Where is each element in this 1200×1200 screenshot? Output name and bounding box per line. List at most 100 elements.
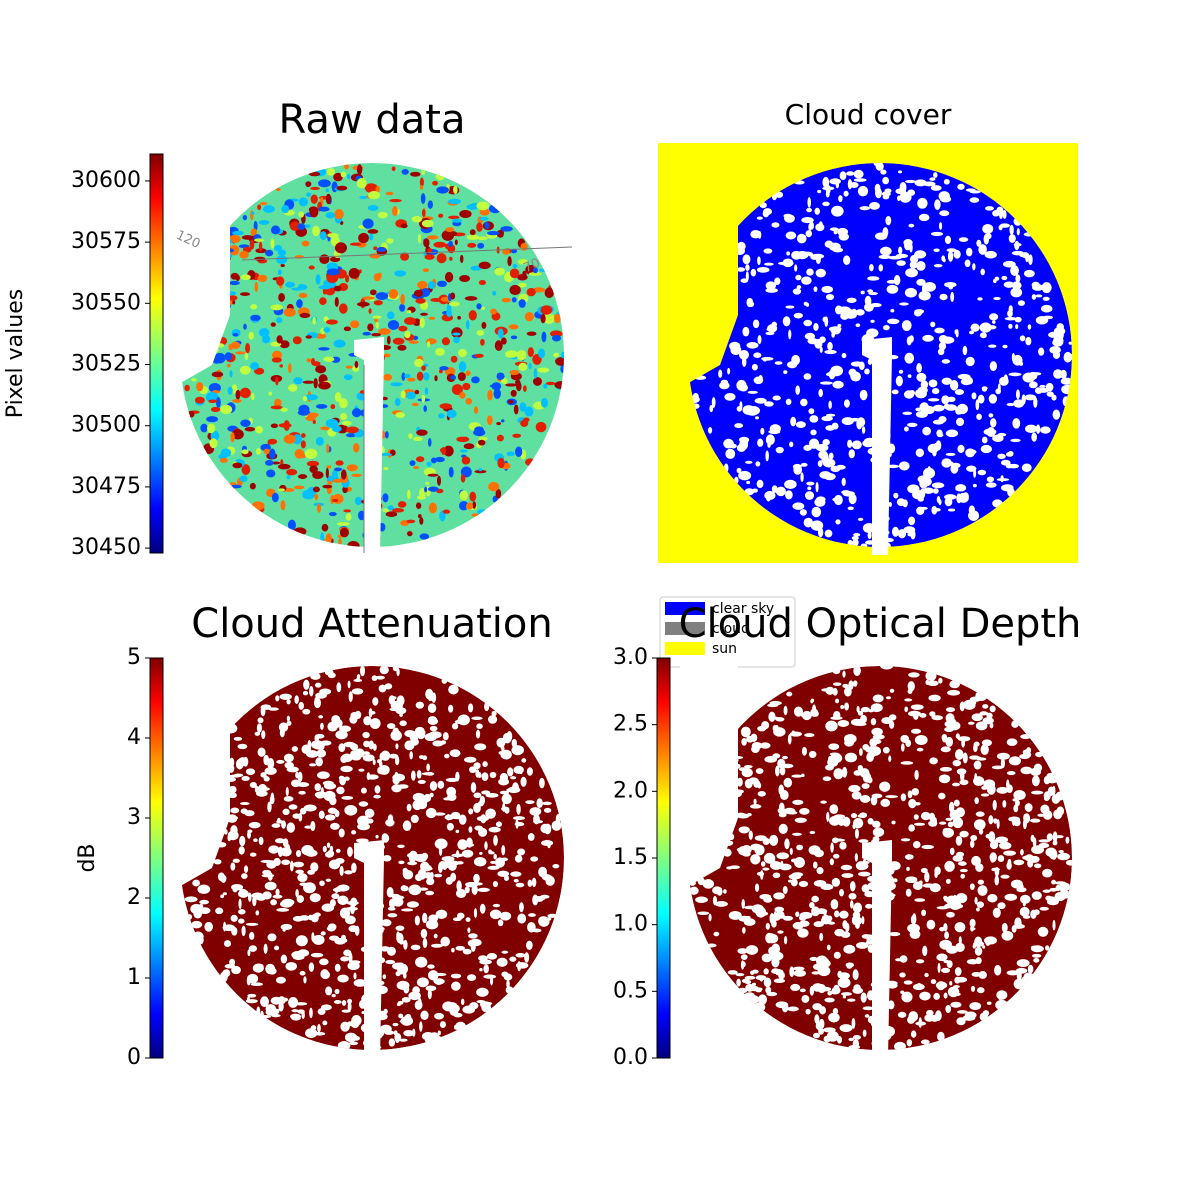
sky-blob — [291, 746, 299, 752]
sky-blob — [900, 838, 911, 842]
sky-blob — [270, 423, 279, 428]
sky-blob — [472, 501, 477, 509]
sky-blob — [1065, 859, 1072, 866]
sky-blob — [259, 202, 268, 206]
sky-blob — [329, 845, 334, 852]
sky-blob — [228, 792, 237, 799]
sky-blob — [340, 171, 347, 178]
sky-blob — [325, 212, 336, 219]
colorbar-tick-label: 30575 — [71, 229, 141, 254]
sky-blob — [986, 476, 995, 483]
sky-blob — [790, 878, 798, 887]
sky-blob — [552, 334, 562, 342]
sky-blob — [362, 731, 370, 739]
sky-blob — [303, 804, 317, 812]
sky-blob — [459, 392, 466, 399]
sky-blob — [468, 310, 477, 321]
sky-blob — [231, 965, 241, 975]
sky-blob — [551, 820, 562, 831]
sky-blob — [524, 312, 534, 322]
sky-blob — [922, 945, 928, 957]
sky-blob — [501, 806, 510, 812]
sky-blob — [1022, 901, 1026, 907]
sky-blob — [939, 926, 945, 932]
sky-blob — [276, 335, 283, 344]
sky-blob — [541, 840, 554, 847]
sky-blob — [322, 780, 334, 786]
sky-blob — [919, 713, 927, 718]
sky-blob — [260, 996, 270, 1008]
sky-blob — [545, 381, 556, 386]
sky-blob — [422, 937, 428, 949]
sky-blob — [512, 264, 518, 269]
sky-blob — [994, 875, 1000, 886]
sky-blob — [948, 801, 955, 813]
sky-blob — [809, 221, 814, 230]
sky-blob — [1001, 922, 1008, 933]
sky-blob — [1001, 930, 1014, 941]
sky-blob — [307, 869, 315, 875]
colorbar-tick-label: 1 — [127, 965, 141, 990]
sky-blob — [874, 187, 882, 199]
sky-blob — [744, 979, 752, 985]
sky-blob — [864, 891, 875, 898]
sky-blob — [540, 823, 550, 834]
sky-blob — [533, 368, 538, 379]
sky-blob — [308, 206, 319, 214]
sky-blob — [450, 231, 458, 237]
sky-blob — [793, 464, 803, 475]
sky-blob — [351, 862, 357, 873]
sky-blob — [334, 209, 344, 220]
sky-blob — [427, 486, 439, 492]
sky-blob — [283, 753, 294, 763]
sky-blob — [325, 467, 329, 479]
sky-blob — [950, 463, 959, 474]
sky-blob — [350, 750, 358, 759]
sky-blob — [325, 418, 339, 428]
sky-blob — [1046, 896, 1056, 902]
sky-blob — [976, 901, 985, 908]
sky-blob — [552, 863, 560, 869]
sky-blob — [826, 944, 831, 951]
sky-blob — [835, 698, 840, 704]
sky-blob — [318, 347, 330, 351]
sky-blob — [880, 798, 891, 807]
sky-blob — [473, 908, 478, 918]
sky-blob — [322, 1020, 328, 1026]
sky-blob — [790, 416, 797, 427]
sky-blob — [845, 962, 855, 968]
sky-blob — [796, 285, 802, 290]
sky-blob — [497, 870, 510, 877]
sky-blob — [494, 267, 506, 276]
sky-blob — [532, 928, 542, 933]
sky-blob — [268, 845, 280, 854]
sky-blob — [387, 319, 400, 330]
sky-blob — [820, 445, 826, 453]
sky-blob — [197, 884, 211, 895]
sky-blob — [901, 991, 913, 1003]
sky-blob — [807, 486, 812, 491]
sky-blob — [886, 284, 899, 294]
sky-blob — [345, 1034, 358, 1038]
sky-blob — [727, 970, 738, 975]
sky-blob — [435, 981, 442, 986]
sky-blob — [813, 286, 818, 292]
sky-blob — [304, 448, 318, 459]
sky-blob — [830, 465, 841, 473]
sky-blob — [852, 1035, 861, 1040]
sky-blob — [864, 295, 872, 307]
sky-blob — [885, 215, 892, 226]
sky-blob — [938, 792, 946, 800]
sky-blob — [287, 519, 296, 531]
sky-blob — [921, 407, 931, 414]
sky-blob — [297, 771, 303, 783]
sky-blob — [384, 683, 393, 690]
sky-blob — [989, 852, 997, 863]
sky-blob — [358, 768, 365, 772]
sky-blob — [786, 691, 793, 697]
sky-blob — [905, 888, 912, 897]
sky-blob — [357, 510, 366, 521]
sky-blob — [783, 935, 788, 945]
sky-blob — [1009, 224, 1014, 235]
sky-blob — [229, 280, 240, 286]
